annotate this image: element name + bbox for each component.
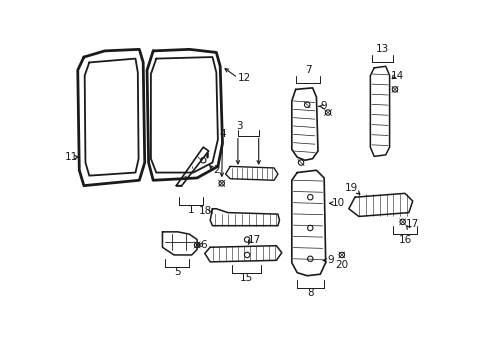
Text: 1: 1 [187, 205, 194, 215]
Text: 17: 17 [405, 219, 419, 229]
Text: 5: 5 [173, 267, 180, 277]
Text: 18: 18 [199, 206, 212, 216]
Text: 12: 12 [238, 73, 251, 83]
Text: 2: 2 [213, 165, 219, 175]
Text: 16: 16 [398, 235, 411, 244]
Text: 14: 14 [390, 71, 403, 81]
Text: 17: 17 [248, 235, 261, 244]
Text: 10: 10 [331, 198, 344, 208]
Text: 4: 4 [219, 129, 225, 139]
Text: 13: 13 [375, 44, 388, 54]
Text: 6: 6 [200, 240, 206, 250]
Text: 15: 15 [239, 273, 252, 283]
Text: 3: 3 [236, 121, 242, 131]
Text: 9: 9 [326, 255, 333, 265]
Text: 8: 8 [306, 288, 313, 298]
Text: 9: 9 [320, 101, 327, 111]
Text: 7: 7 [304, 65, 311, 75]
Text: 19: 19 [344, 183, 357, 193]
Text: 20: 20 [335, 260, 348, 270]
Text: 11: 11 [65, 152, 78, 162]
